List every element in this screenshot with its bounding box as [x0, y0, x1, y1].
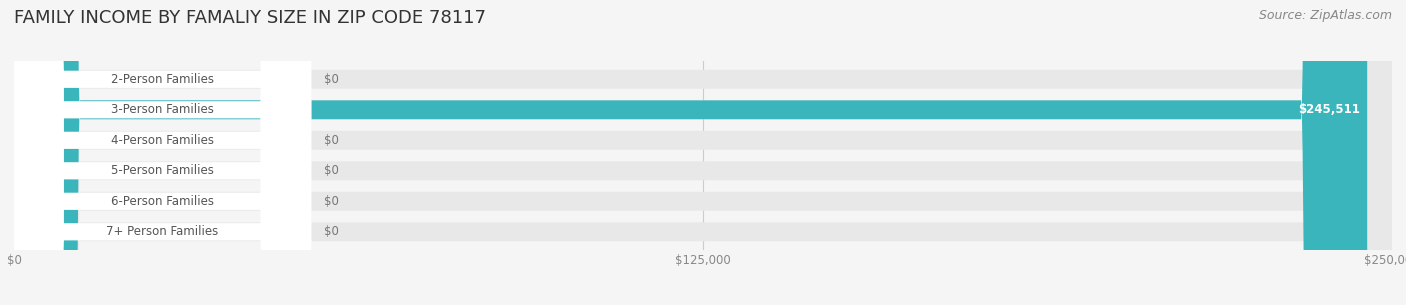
- FancyBboxPatch shape: [14, 0, 1367, 305]
- Text: $0: $0: [323, 73, 339, 86]
- Text: $245,511: $245,511: [1298, 103, 1361, 116]
- Text: Source: ZipAtlas.com: Source: ZipAtlas.com: [1258, 9, 1392, 22]
- Text: FAMILY INCOME BY FAMALIY SIZE IN ZIP CODE 78117: FAMILY INCOME BY FAMALIY SIZE IN ZIP COD…: [14, 9, 486, 27]
- Text: 3-Person Families: 3-Person Families: [111, 103, 214, 116]
- FancyBboxPatch shape: [14, 0, 1392, 305]
- FancyBboxPatch shape: [14, 0, 1392, 305]
- Text: 4-Person Families: 4-Person Families: [111, 134, 214, 147]
- Text: $0: $0: [323, 195, 339, 208]
- FancyBboxPatch shape: [14, 0, 311, 305]
- Text: 7+ Person Families: 7+ Person Families: [105, 225, 218, 238]
- FancyBboxPatch shape: [14, 0, 1392, 305]
- FancyBboxPatch shape: [14, 0, 311, 305]
- FancyBboxPatch shape: [14, 0, 311, 305]
- Text: $0: $0: [323, 164, 339, 177]
- FancyBboxPatch shape: [14, 0, 311, 305]
- Text: 6-Person Families: 6-Person Families: [111, 195, 214, 208]
- FancyBboxPatch shape: [14, 0, 1392, 305]
- FancyBboxPatch shape: [14, 0, 1392, 305]
- Text: $0: $0: [323, 134, 339, 147]
- Text: $0: $0: [323, 225, 339, 238]
- FancyBboxPatch shape: [14, 0, 311, 305]
- FancyBboxPatch shape: [14, 0, 1392, 305]
- Text: 2-Person Families: 2-Person Families: [111, 73, 214, 86]
- FancyBboxPatch shape: [14, 0, 311, 305]
- Text: 5-Person Families: 5-Person Families: [111, 164, 214, 177]
